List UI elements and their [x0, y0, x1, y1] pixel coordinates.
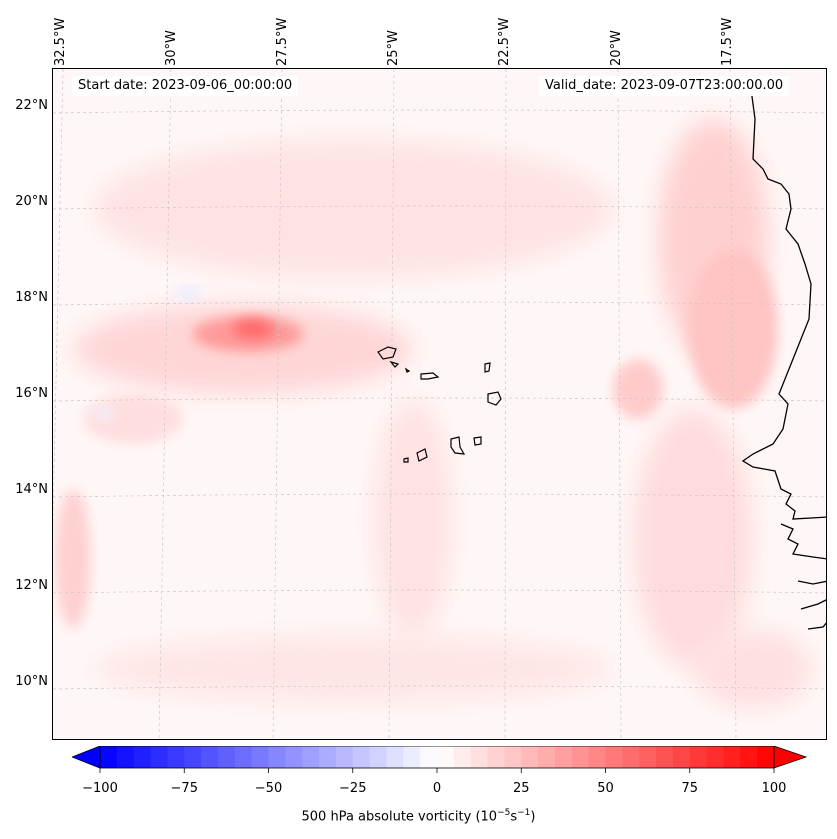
valid-date-label: Valid_date: 2023-09-07T23:00:00.00	[539, 76, 790, 96]
colorbar-tick-label: −75	[170, 781, 198, 796]
lon-label: 27.5°W	[275, 17, 290, 66]
colorbar-segment	[504, 746, 522, 768]
colorbar-segment	[672, 746, 691, 768]
colorbar-tick-label: 100	[761, 781, 787, 796]
colorbar-segment	[116, 746, 135, 768]
lat-label: 18°N	[15, 290, 48, 305]
colorbar-tick-label: 0	[432, 781, 442, 796]
colorbar-label-mid: s	[510, 809, 518, 825]
colorbar-segment	[706, 746, 724, 768]
colorbar-segment	[554, 746, 573, 768]
vorticity-map	[53, 69, 826, 739]
colorbar-label: 500 hPa absolute vorticity (10−5s−1)	[0, 808, 837, 824]
start-date-label: Start date: 2023-09-06_00:00:00	[72, 76, 299, 96]
colorbar-label-exp1: −5	[497, 808, 511, 818]
colorbar-segment	[335, 746, 354, 768]
graticule	[53, 69, 826, 739]
colorbar-segment	[470, 746, 489, 768]
colorbar-segment	[251, 746, 269, 768]
colorbar-segment	[369, 746, 387, 768]
colorbar-segment	[622, 746, 640, 768]
colorbar-segment	[285, 746, 303, 768]
vorticity-field	[53, 69, 826, 739]
map-panel	[52, 68, 827, 740]
colorbar-segment	[184, 746, 202, 768]
colorbar-extend-max	[773, 746, 808, 769]
colorbar-segment	[133, 746, 152, 768]
colorbar-segment	[521, 746, 539, 768]
colorbar-label-exp2: −1	[517, 808, 531, 818]
colorbar	[72, 746, 808, 773]
colorbar-segment	[656, 746, 674, 768]
colorbar-tick-label: −50	[254, 781, 283, 796]
colorbar-segment	[605, 746, 623, 768]
lon-label: 32.5°W	[53, 17, 68, 66]
colorbar-segment	[538, 746, 556, 768]
colorbar-segment	[757, 746, 775, 768]
colorbar-segment	[100, 746, 118, 768]
colorbar-segment	[234, 746, 253, 768]
colorbar-segment	[487, 746, 505, 768]
cape-verde-islands	[377, 346, 502, 463]
colorbar-segment	[740, 746, 758, 768]
colorbar-segment	[437, 746, 455, 768]
colorbar-segment	[571, 746, 590, 768]
lat-label: 12°N	[15, 578, 48, 593]
coastline	[741, 88, 826, 630]
colorbar-ticks	[99, 768, 775, 773]
colorbar-segment	[453, 746, 472, 768]
lon-label: 25°W	[386, 30, 401, 66]
lon-label: 30°W	[164, 30, 179, 66]
colorbar-segment	[217, 746, 236, 768]
colorbar-segment	[386, 746, 404, 768]
colorbar-tick-label: 50	[597, 781, 614, 796]
lon-label: 20°W	[609, 30, 624, 66]
colorbar-segment	[167, 746, 185, 768]
colorbar-segment	[352, 746, 371, 768]
lon-label: 22.5°W	[497, 17, 512, 66]
colorbar-segment	[302, 746, 320, 768]
lat-label: 10°N	[15, 674, 48, 689]
colorbar-segment	[639, 746, 657, 768]
colorbar-tick-label: 75	[681, 781, 699, 796]
colorbar-segment	[201, 746, 219, 768]
lat-label: 14°N	[15, 482, 48, 497]
colorbar-tick-label: −100	[82, 781, 118, 796]
colorbar-segment	[723, 746, 741, 768]
colorbar-segments	[72, 746, 808, 769]
colorbar-tick-label: 25	[512, 781, 530, 796]
colorbar-segment	[150, 746, 168, 768]
colorbar-segment	[403, 746, 421, 768]
colorbar-segment	[420, 746, 438, 768]
lon-label: 17.5°W	[720, 17, 735, 66]
colorbar-tick-label: −25	[339, 781, 367, 796]
colorbar-segment	[319, 746, 337, 768]
colorbar-label-suffix: )	[530, 809, 536, 825]
colorbar-label-prefix: 500 hPa absolute vorticity (10	[301, 809, 498, 825]
colorbar-extend-min	[72, 746, 101, 769]
lat-label: 20°N	[15, 194, 48, 209]
colorbar-segment	[588, 746, 606, 768]
lat-label: 16°N	[15, 386, 48, 401]
lat-label: 22°N	[15, 98, 48, 113]
colorbar-segment	[689, 746, 708, 768]
colorbar-segment	[268, 746, 286, 768]
